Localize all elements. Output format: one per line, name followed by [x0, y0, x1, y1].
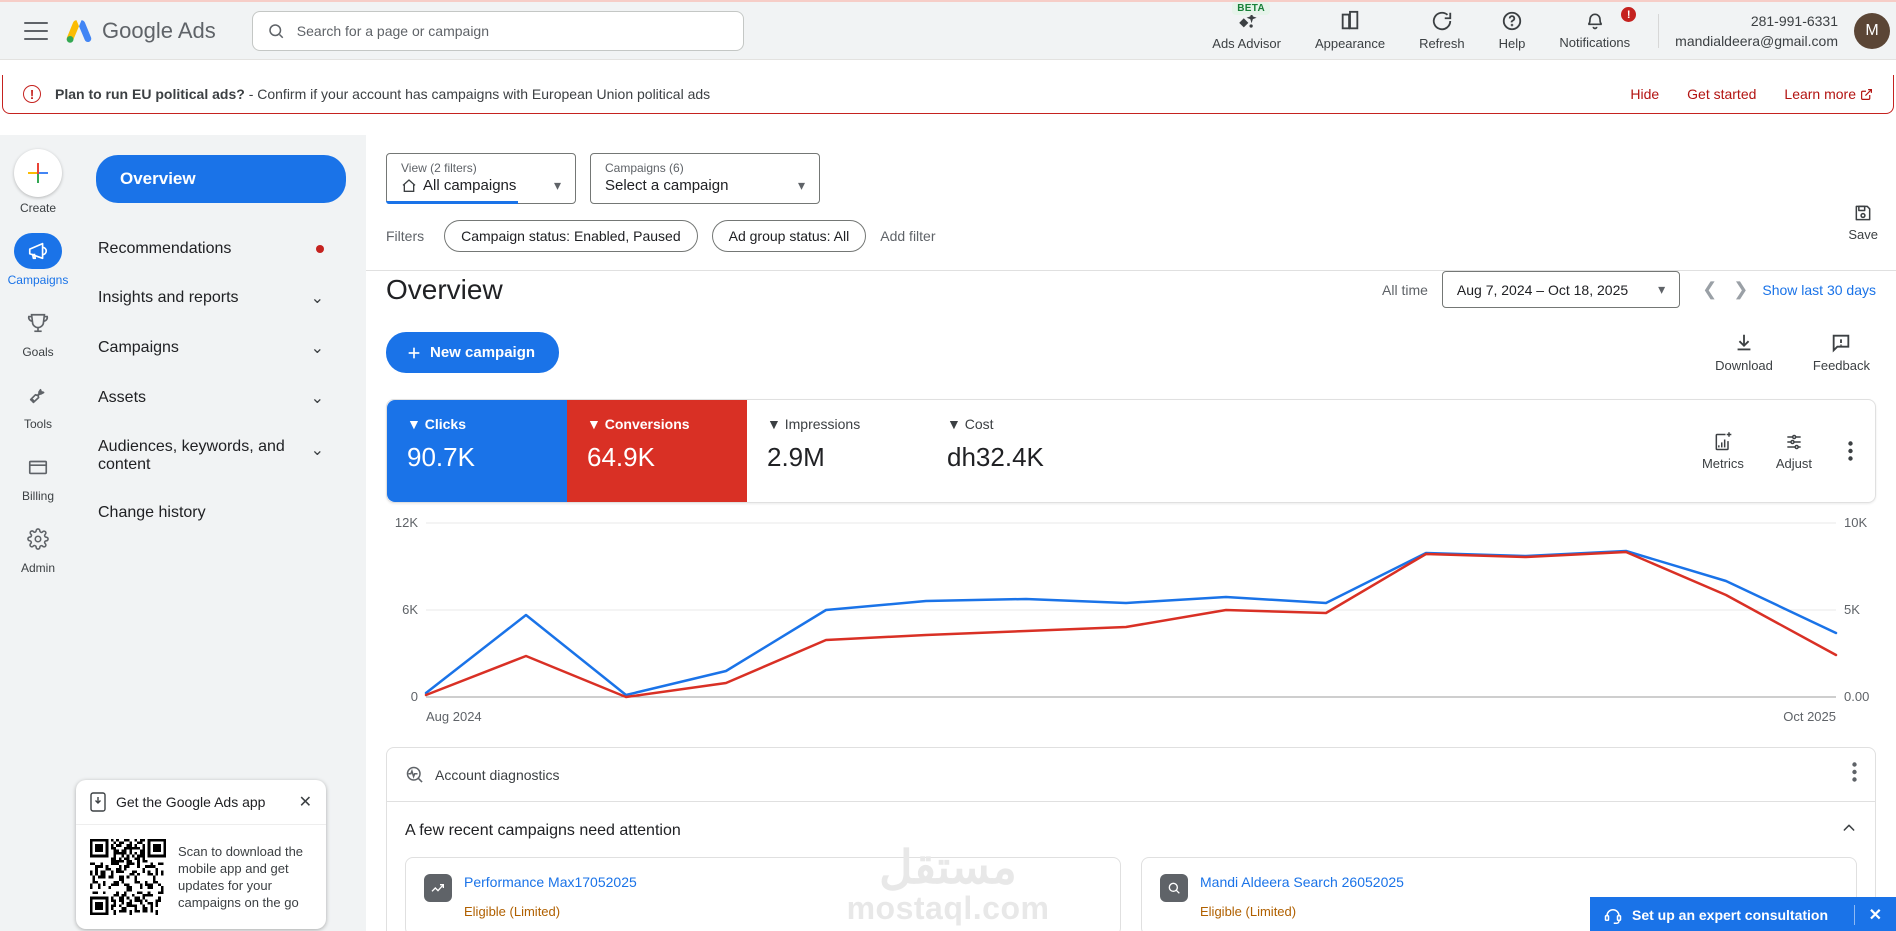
svg-text:Oct 2025: Oct 2025: [1783, 709, 1836, 724]
svg-text:12K: 12K: [395, 515, 418, 530]
svg-text:0: 0: [411, 689, 418, 704]
svg-text:10K: 10K: [1844, 515, 1867, 530]
svg-text:6K: 6K: [402, 602, 418, 617]
svg-text:5K: 5K: [1844, 602, 1860, 617]
svg-text:Aug 2024: Aug 2024: [426, 709, 482, 724]
svg-text:0.00: 0.00: [1844, 689, 1869, 704]
